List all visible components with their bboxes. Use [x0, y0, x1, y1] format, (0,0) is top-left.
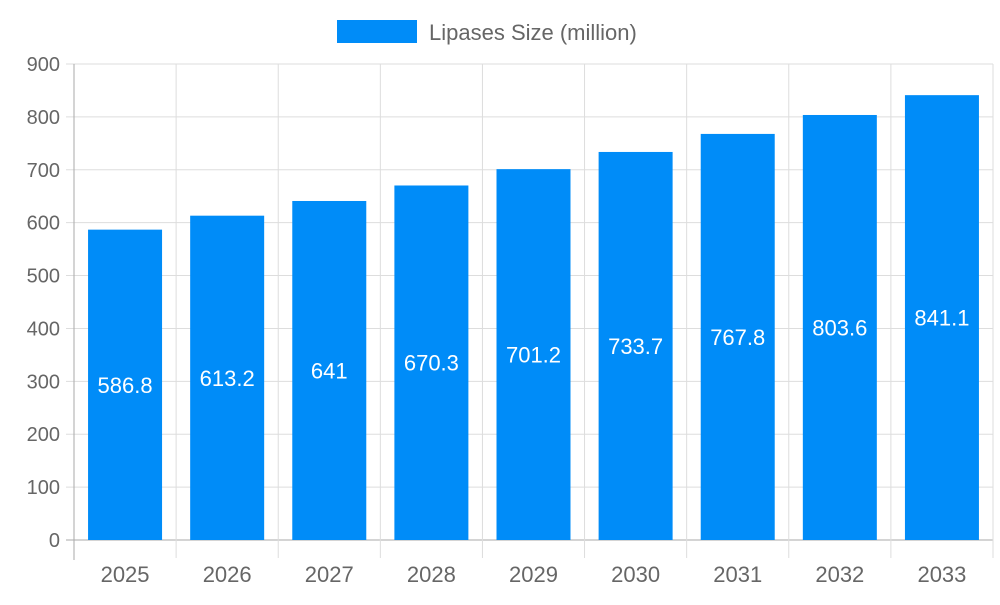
- data-label: 767.8: [710, 325, 765, 350]
- data-label: 803.6: [812, 315, 867, 340]
- y-tick-label: 200: [27, 424, 60, 446]
- y-tick-label: 0: [49, 530, 60, 552]
- x-tick-label: 2033: [917, 562, 966, 587]
- y-axis: 0 100 200 300 400 500 600 700 800 900: [27, 54, 60, 552]
- x-tick-label: 2028: [407, 562, 456, 587]
- data-label: 841.1: [914, 306, 969, 331]
- data-labels: 586.8 613.2 641 670.3 701.2 733.7 767.8 803.6 84…: [98, 306, 970, 398]
- bars: [88, 95, 979, 541]
- x-tick-label: 2026: [203, 562, 252, 587]
- y-tick-label: 300: [27, 371, 60, 393]
- bar: [904, 95, 979, 541]
- x-tick-label: 2027: [305, 562, 354, 587]
- y-tick-label: 900: [27, 54, 60, 76]
- y-tick-label: 700: [27, 160, 60, 182]
- bar: [496, 169, 571, 540]
- x-tick-label: 2032: [815, 562, 864, 587]
- data-label: 701.2: [506, 343, 561, 368]
- bar: [88, 229, 163, 540]
- data-label: 613.2: [200, 366, 255, 391]
- legend-swatch: [337, 20, 417, 43]
- y-tick-label: 400: [27, 318, 60, 340]
- data-label: 733.7: [608, 334, 663, 359]
- x-tick-label: 2030: [611, 562, 660, 587]
- bar: [802, 114, 877, 540]
- bar: [394, 185, 469, 540]
- bar: [598, 151, 673, 540]
- x-tick-label: 2029: [509, 562, 558, 587]
- bar: [292, 200, 367, 540]
- data-label: 586.8: [98, 373, 153, 398]
- x-tick-label: 2025: [101, 562, 150, 587]
- y-tick-label: 600: [27, 213, 60, 235]
- x-axis: 2025 2026 2027 2028 2029 2030 2031 2032 2033: [101, 562, 967, 587]
- bar: [190, 215, 265, 540]
- legend[interactable]: Lipases Size (million): [337, 20, 637, 45]
- data-label: 670.3: [404, 351, 459, 376]
- x-tick-label: 2031: [713, 562, 762, 587]
- legend-label: Lipases Size (million): [429, 20, 637, 45]
- y-tick-label: 800: [27, 107, 60, 129]
- y-tick-label: 500: [27, 266, 60, 288]
- data-label: 641: [311, 358, 348, 383]
- y-tick-label: 100: [27, 477, 60, 499]
- bar: [700, 133, 775, 540]
